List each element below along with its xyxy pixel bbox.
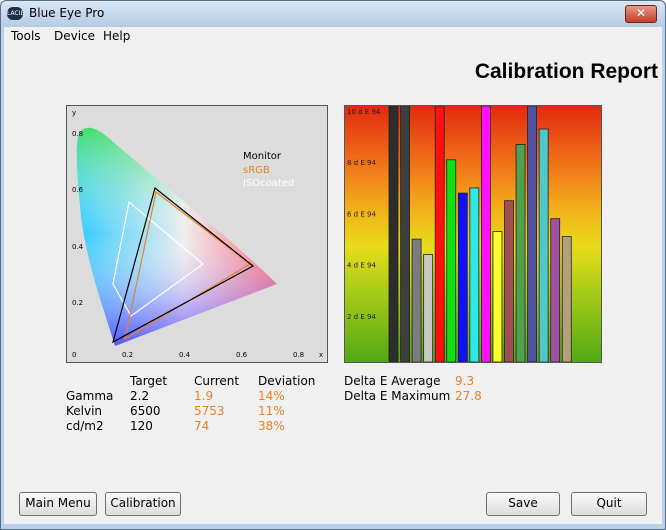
measurement-table: Target Current Deviation Gamma 2.2 1.9 1… bbox=[66, 374, 326, 434]
close-button[interactable]: ✕ bbox=[625, 5, 657, 23]
window-title: Blue Eye Pro bbox=[29, 6, 105, 20]
delta-e-maximum-value: 27.8 bbox=[455, 389, 482, 403]
gamma-deviation: 14% bbox=[258, 389, 285, 403]
kelvin-target: 6500 bbox=[130, 404, 161, 418]
row-label-luminance: cd/m2 bbox=[66, 419, 104, 433]
menu-bar: Tools Device Help bbox=[4, 27, 662, 46]
kelvin-current: 5753 bbox=[194, 404, 225, 418]
legend-isocoated: ISOcoated bbox=[243, 178, 295, 189]
y-tick: 0.4 bbox=[72, 243, 84, 251]
menu-device[interactable]: Device bbox=[54, 29, 96, 43]
delta-e-bar bbox=[561, 236, 572, 362]
menu-help[interactable]: Help bbox=[103, 29, 131, 43]
cie-gamut-plot: y x 0.8 0.6 0.4 0.2 0 0.2 0.4 0.6 0.8 Mo… bbox=[66, 105, 328, 363]
luminance-target: 120 bbox=[130, 419, 153, 433]
isocoated-gamut bbox=[112, 200, 204, 317]
y-tick: 0.2 bbox=[72, 299, 83, 307]
x-tick: 0 bbox=[72, 351, 76, 359]
delta-e-bar bbox=[423, 254, 434, 362]
legend-monitor: Monitor bbox=[243, 151, 282, 162]
delta-e-bar bbox=[446, 159, 457, 362]
page-title: Calibration Report bbox=[474, 60, 658, 83]
x-tick: 0.2 bbox=[122, 351, 133, 359]
delta-e-bar bbox=[527, 106, 538, 362]
quit-button[interactable]: Quit bbox=[571, 492, 647, 516]
delta-e-bar bbox=[457, 192, 468, 362]
axis-y-label: y bbox=[72, 109, 76, 117]
y-tick-label: 8 d E 94 bbox=[347, 159, 376, 167]
spectral-locus bbox=[76, 127, 278, 346]
main-menu-button[interactable]: Main Menu bbox=[19, 492, 97, 516]
delta-e-bar bbox=[480, 106, 491, 362]
y-tick: 0.8 bbox=[72, 130, 83, 138]
header-target: Target bbox=[130, 374, 168, 388]
y-tick: 0.6 bbox=[72, 186, 84, 194]
delta-e-bar bbox=[400, 106, 410, 362]
delta-e-bar bbox=[492, 231, 503, 362]
delta-e-bar bbox=[550, 218, 561, 362]
y-tick-label: 6 d E 94 bbox=[347, 210, 376, 218]
gamma-current: 1.9 bbox=[194, 389, 214, 403]
y-tick-label: 2 d E 94 bbox=[347, 313, 376, 321]
header-deviation: Deviation bbox=[258, 374, 316, 388]
delta-e-bars: 2 d E 94 4 d E 94 6 d E 94 8 d E 94 10 d E 9… bbox=[347, 106, 572, 362]
delta-e-average-value: 9.3 bbox=[455, 374, 475, 388]
delta-e-chart: 2 d E 94 4 d E 94 6 d E 94 8 d E 94 10 d E 9… bbox=[344, 105, 602, 363]
gamma-target: 2.2 bbox=[130, 389, 150, 403]
title-bar: LACIE Blue Eye Pro ✕ bbox=[1, 1, 665, 27]
legend-srgb: sRGB bbox=[243, 165, 270, 176]
kelvin-deviation: 11% bbox=[258, 404, 285, 418]
row-label-gamma: Gamma bbox=[66, 389, 114, 403]
save-button[interactable]: Save bbox=[486, 492, 560, 516]
calibration-button[interactable]: Calibration bbox=[105, 492, 181, 516]
delta-e-bar bbox=[388, 106, 399, 362]
app-logo-icon: LACIE bbox=[7, 7, 24, 20]
delta-e-average-label: Delta E Average bbox=[344, 374, 441, 388]
delta-e-bar bbox=[504, 200, 514, 362]
y-tick-label: 10 d E 94 bbox=[347, 108, 381, 116]
monitor-gamut bbox=[112, 186, 255, 344]
luminance-deviation: 38% bbox=[258, 419, 285, 433]
delta-e-bar bbox=[538, 128, 549, 362]
row-label-kelvin: Kelvin bbox=[66, 404, 103, 418]
delta-e-bar bbox=[411, 238, 422, 362]
x-tick: 0.4 bbox=[179, 351, 191, 359]
delta-e-bar bbox=[515, 144, 526, 362]
x-tick: 0.8 bbox=[293, 351, 304, 359]
report-panel: Calibration Report bbox=[4, 46, 662, 524]
menu-tools[interactable]: Tools bbox=[11, 29, 41, 43]
cie-diagram: y x 0.8 0.6 0.4 0.2 0 0.2 0.4 0.6 0.8 bbox=[72, 109, 323, 359]
luminance-current: 74 bbox=[194, 419, 210, 433]
delta-e-bar bbox=[469, 187, 480, 362]
delta-e-maximum-label: Delta E Maximum bbox=[344, 389, 451, 403]
delta-e-bar bbox=[434, 106, 445, 362]
x-tick: 0.6 bbox=[236, 351, 248, 359]
header-current: Current bbox=[194, 374, 240, 388]
delta-e-summary: Delta E Average 9.3 Delta E Maximum 27.8 bbox=[344, 374, 544, 404]
axis-x-label: x bbox=[319, 351, 323, 359]
y-tick-label: 4 d E 94 bbox=[347, 262, 376, 270]
